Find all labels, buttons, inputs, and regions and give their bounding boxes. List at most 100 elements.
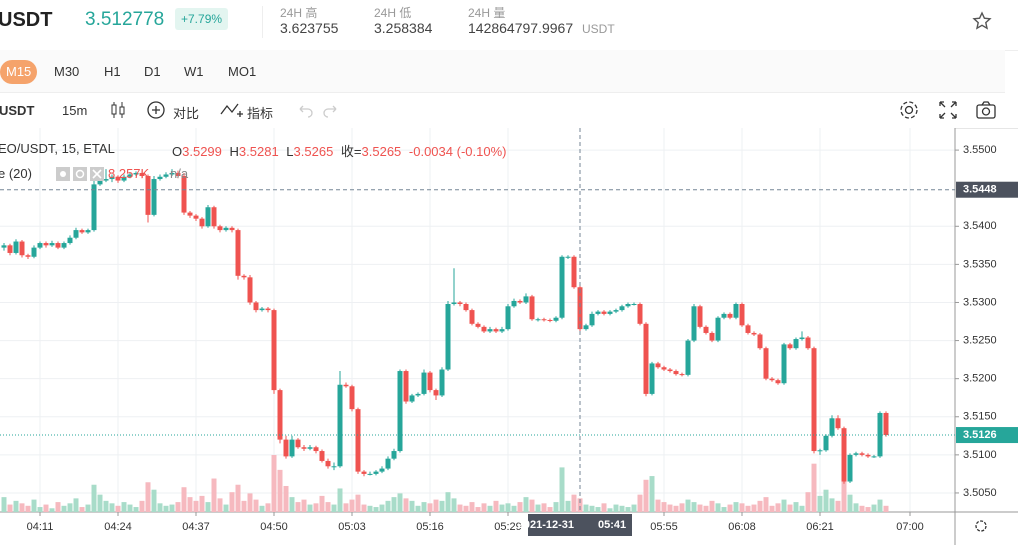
candle-body — [589, 313, 595, 326]
candle-body — [799, 337, 805, 340]
candle-body — [559, 256, 565, 318]
candle-body — [751, 332, 757, 335]
candle-body — [103, 179, 109, 181]
candle-body — [325, 460, 331, 467]
volume-bar — [589, 505, 595, 512]
candle-body — [379, 468, 385, 472]
candle-body — [787, 344, 793, 349]
candle-body — [727, 313, 733, 318]
candle-body — [127, 174, 133, 177]
candle-body — [1, 245, 7, 248]
volume-bar — [679, 503, 685, 512]
x-tick-label: 07:00 — [896, 521, 924, 533]
volume-bar — [151, 489, 157, 512]
interval-button[interactable]: M15 — [0, 60, 38, 84]
volume-bar — [133, 507, 139, 512]
x-tick-label: 06:21 — [806, 521, 834, 533]
y-tick-label: 3.5300 — [963, 296, 997, 308]
volume-bar — [121, 502, 127, 512]
volume-bar — [691, 502, 697, 512]
indicators[interactable]: 指标 — [247, 106, 274, 121]
volume-bar — [241, 500, 247, 512]
volume-bar — [319, 495, 325, 512]
divider — [262, 6, 263, 38]
interval-button[interactable]: D1 — [144, 64, 161, 79]
volume-bar — [103, 500, 109, 512]
candle-body — [457, 302, 463, 304]
interval-button[interactable]: W1 — [184, 64, 204, 79]
candle-body — [25, 255, 31, 257]
undo-redo[interactable] — [296, 102, 340, 118]
candle-body — [13, 241, 19, 253]
candle-body — [703, 326, 709, 333]
volume-bar — [499, 504, 505, 512]
candle-body — [829, 418, 835, 436]
volume-bar — [19, 503, 25, 512]
interval-button[interactable]: H1 — [104, 64, 121, 79]
interval-button[interactable]: M30 — [54, 64, 80, 79]
candle-body — [661, 367, 667, 370]
toolbar-symbol[interactable]: USDT — [0, 103, 35, 118]
candle-body — [631, 304, 637, 305]
favorite-star[interactable] — [972, 11, 992, 31]
volume-bar — [211, 478, 217, 512]
indicator-icon[interactable] — [220, 100, 244, 120]
volume-bar — [325, 502, 331, 512]
candle-body — [97, 180, 103, 185]
candle-body — [835, 418, 841, 429]
volume-bar — [583, 504, 589, 512]
volume-bar — [25, 505, 31, 512]
volume-bar — [175, 502, 181, 512]
candle-body — [709, 332, 715, 341]
x-tick-label: 06:08 — [728, 521, 756, 533]
candle-body — [883, 412, 889, 436]
x-tick-label: 04:50 — [260, 521, 288, 533]
compare-icon[interactable] — [147, 101, 165, 119]
candle-body — [277, 390, 283, 440]
indicator-controls[interactable] — [56, 166, 104, 182]
volume-bar — [373, 507, 379, 512]
candle-body — [571, 256, 577, 288]
volume-bar — [799, 505, 805, 512]
toolbar-interval[interactable]: 15m — [62, 103, 88, 118]
volume-bar — [379, 504, 385, 512]
volume-bar — [865, 507, 871, 512]
chart: 3.5500 3.5400 3.5350 3.5300 3.5250 3.5200 3.51… — [0, 128, 1018, 545]
candle-body — [433, 390, 439, 396]
crosshair-time-tag — [528, 514, 632, 536]
volume-bar — [343, 503, 349, 512]
candle-body — [385, 458, 391, 469]
volume-bar — [487, 505, 493, 512]
candle-body — [73, 230, 79, 238]
toolbar-right-icons[interactable] — [898, 99, 998, 121]
candle-body — [337, 384, 343, 467]
volume-indicator-na: n/a — [170, 166, 189, 181]
candle-body — [7, 245, 13, 253]
volume-indicator-value: 8.257K — [108, 166, 150, 181]
x-tick-label: 04:37 — [182, 521, 210, 533]
candle-body — [841, 428, 847, 482]
high-label: 24H 高 — [280, 6, 318, 20]
volume-bar — [613, 504, 619, 512]
y-tick-label: 3.5100 — [963, 449, 997, 461]
compare[interactable]: 对比 — [173, 106, 200, 121]
volume-bar — [49, 508, 55, 512]
change: -0.0034 (-0.10%) — [408, 144, 507, 159]
candle-body — [391, 451, 397, 459]
chart-type-icon[interactable] — [110, 100, 126, 120]
candle-body — [421, 372, 427, 394]
volume-bar — [721, 507, 727, 512]
volume-bar — [643, 479, 649, 512]
interval-button[interactable]: MO1 — [228, 64, 257, 79]
candle-body — [763, 348, 769, 379]
volume-bar — [751, 504, 757, 512]
y-tick-label: 3.5350 — [963, 258, 997, 270]
volume-bar — [127, 504, 133, 512]
volume-bar — [787, 504, 793, 512]
candle-body — [373, 471, 379, 474]
volume-bar — [421, 502, 427, 512]
volume-bar — [445, 492, 451, 512]
candle-body — [361, 471, 367, 474]
volume-bar — [667, 504, 673, 512]
volume-bar — [463, 505, 469, 512]
